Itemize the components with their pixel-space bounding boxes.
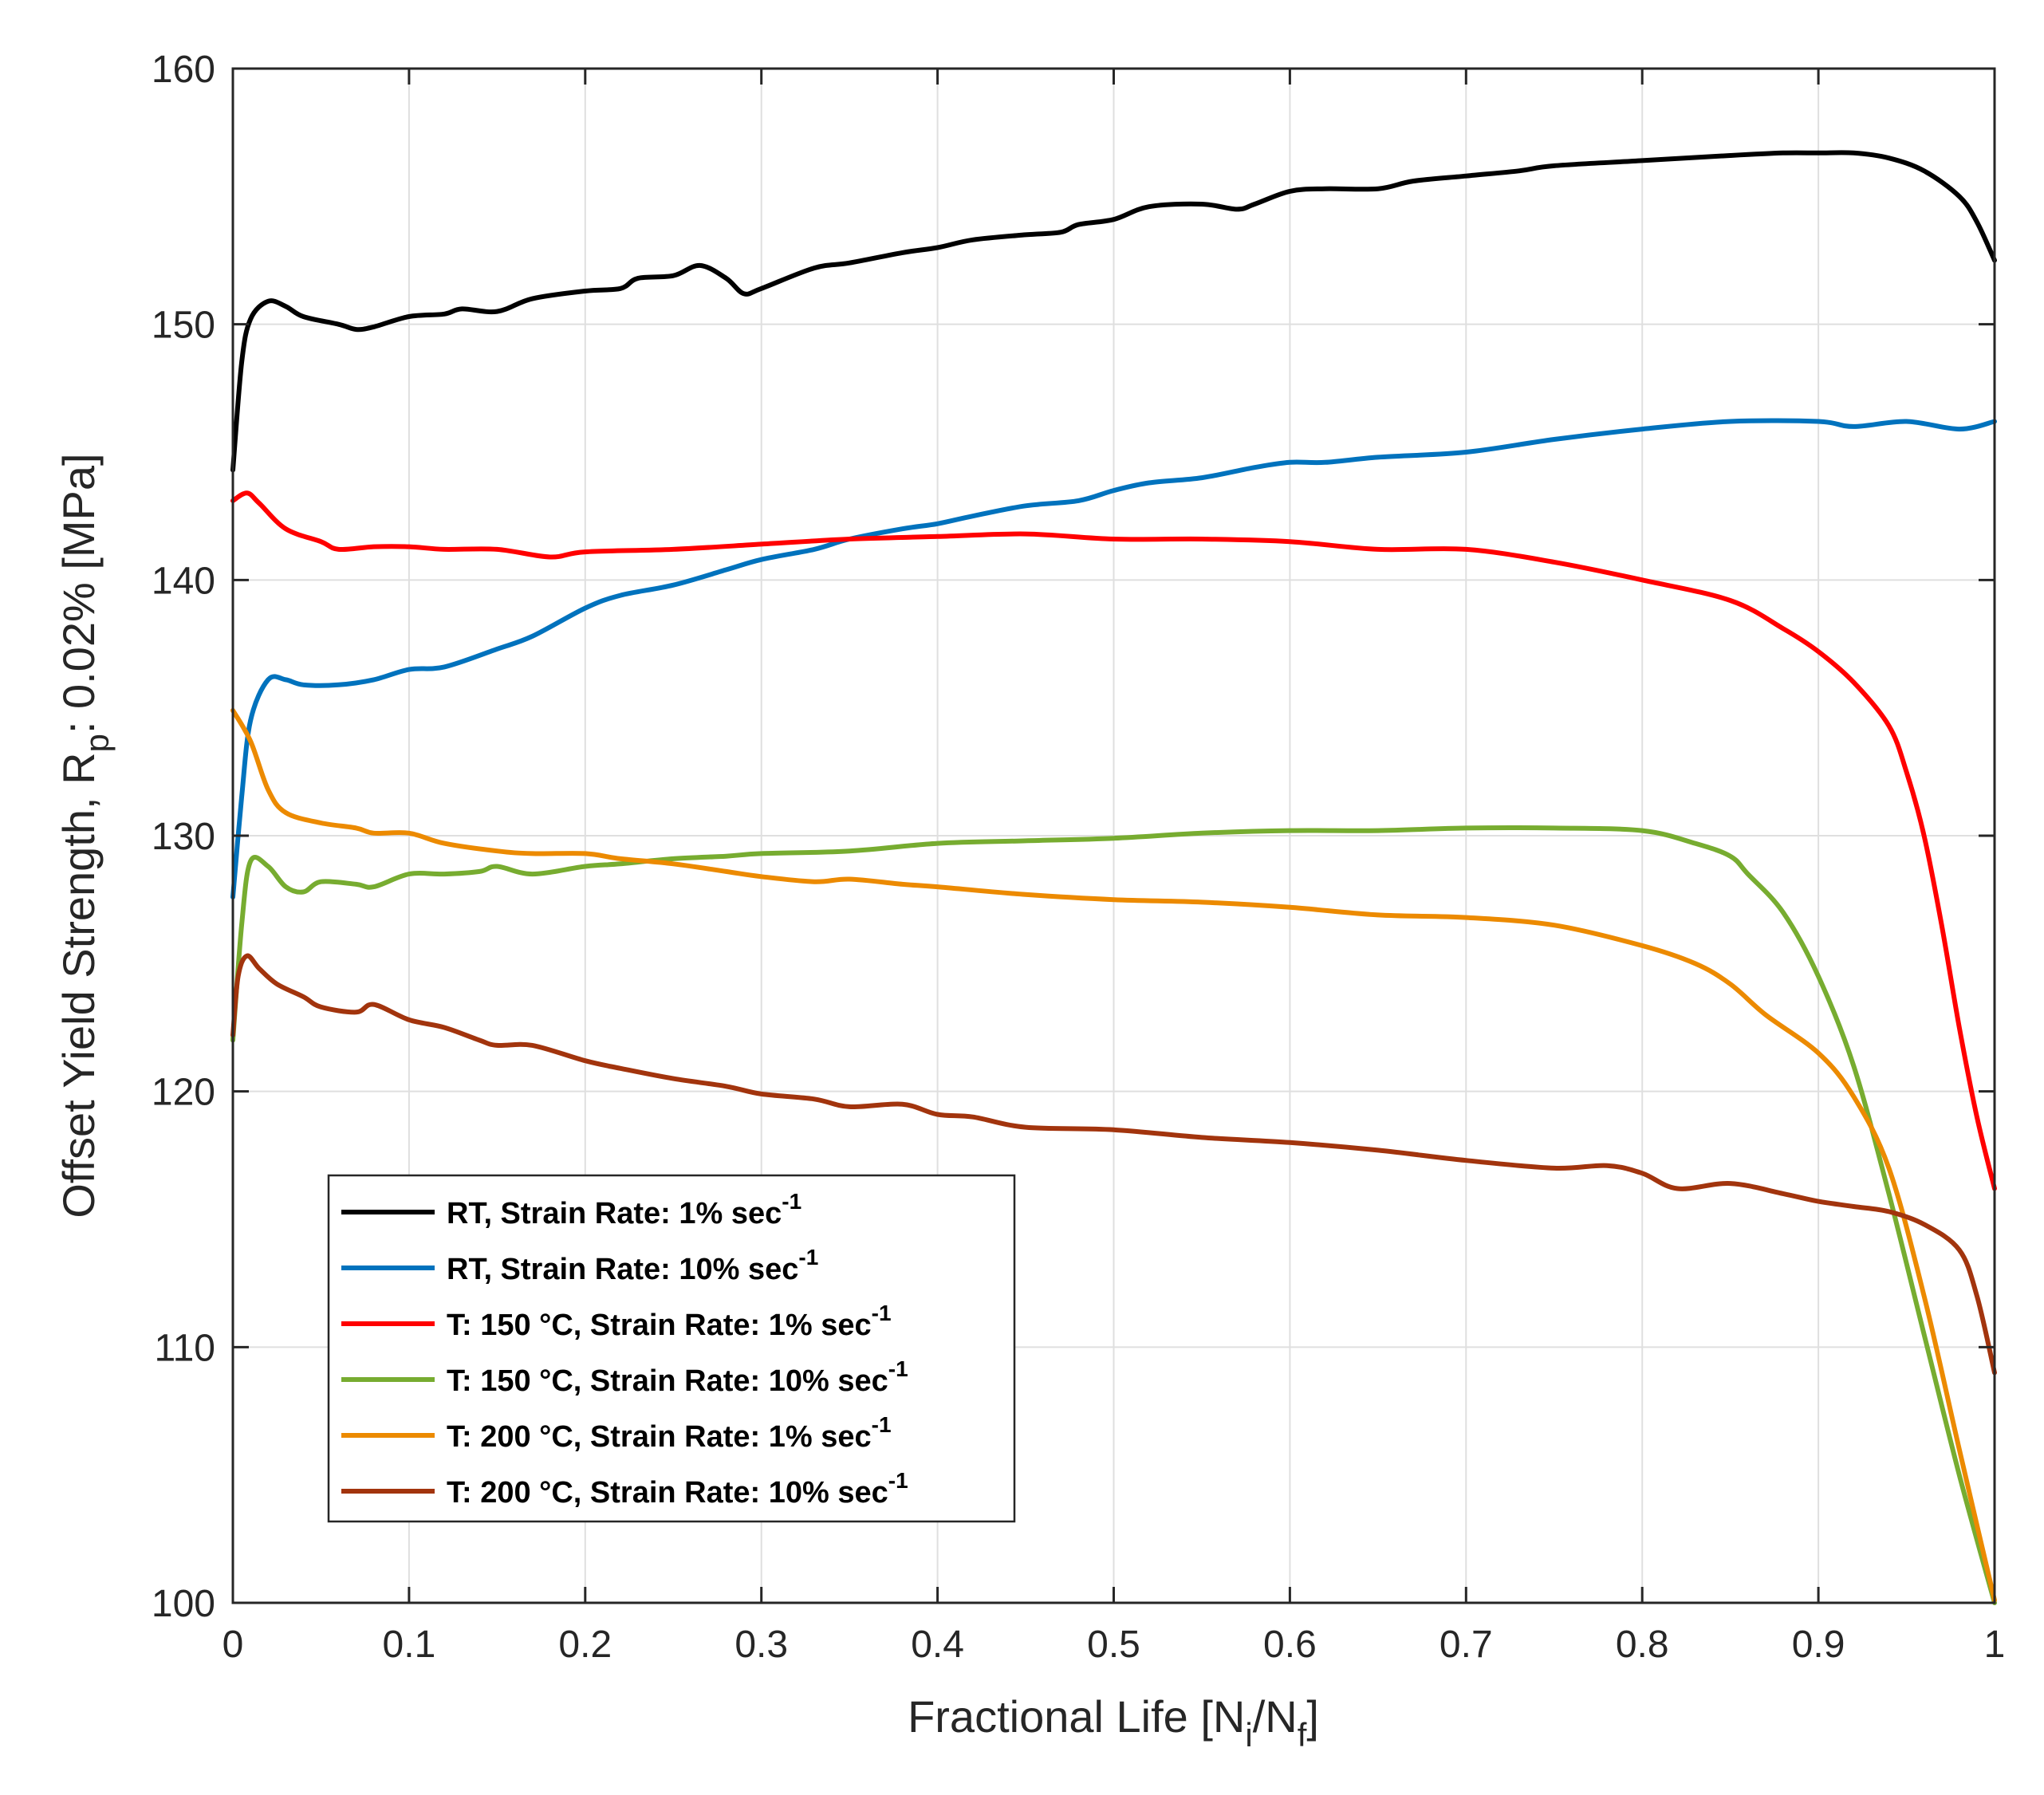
series-line-3 (230, 490, 1997, 1191)
legend-box (327, 1174, 1016, 1523)
series-layer (230, 150, 1997, 1605)
x-tick-label: 0.3 (735, 1624, 788, 1666)
legend: RT, Strain Rate: 1% sec-1 RT, Strain Rate… (327, 1174, 1016, 1523)
y-tick-label: 160 (152, 49, 215, 91)
x-tick-label: 0.9 (1792, 1624, 1845, 1666)
series-line-4 (230, 825, 1997, 1605)
y-tick-label: 140 (152, 560, 215, 602)
legend-label-1: RT, Strain Rate: 1% sec-1 (447, 1189, 801, 1230)
y-axis-title: Offset Yield Strength, Rp: 0.02% [MPa] (53, 453, 116, 1218)
x-tick-label: 0.7 (1439, 1624, 1493, 1666)
legend-label-5: T: 200 °C, Strain Rate: 1% sec-1 (447, 1412, 892, 1454)
y-tick-label: 130 (152, 816, 215, 858)
x-tick-label: 0 (223, 1624, 244, 1666)
series-line-5 (230, 707, 1997, 1603)
x-tick-label: 0.8 (1616, 1624, 1669, 1666)
legend-label-3: T: 150 °C, Strain Rate: 1% sec-1 (447, 1301, 892, 1342)
x-tick-label: 0.2 (558, 1624, 612, 1666)
legend-label-6: T: 200 °C, Strain Rate: 10% sec-1 (447, 1468, 908, 1510)
x-tick-label: 0.5 (1087, 1624, 1140, 1666)
series-line-6 (230, 953, 1997, 1376)
legend-entries: RT, Strain Rate: 1% sec-1 RT, Strain Rate… (341, 1189, 908, 1510)
x-axis-title: Fractional Life [Ni/Nf] (908, 1691, 1319, 1754)
x-tick-label: 1 (1984, 1624, 2006, 1666)
y-tick-label: 120 (152, 1072, 215, 1114)
x-tick-label: 0.1 (383, 1624, 436, 1666)
legend-label-2: RT, Strain Rate: 10% sec-1 (447, 1245, 818, 1286)
legend-label-4: T: 150 °C, Strain Rate: 10% sec-1 (447, 1356, 908, 1398)
x-tick-label: 0.6 (1263, 1624, 1317, 1666)
y-tick-label: 110 (154, 1327, 215, 1369)
tick-layer: 0 0.1 0.2 0.3 0.4 0.5 0.6 0.7 0.8 0.9 1 100 110 120 13… (152, 49, 2005, 1666)
x-tick-label: 0.4 (911, 1624, 964, 1666)
y-tick-label: 150 (152, 305, 215, 347)
series-line-1 (230, 150, 1997, 473)
series-line-2 (230, 418, 1997, 899)
y-tick-label: 100 (152, 1583, 215, 1625)
